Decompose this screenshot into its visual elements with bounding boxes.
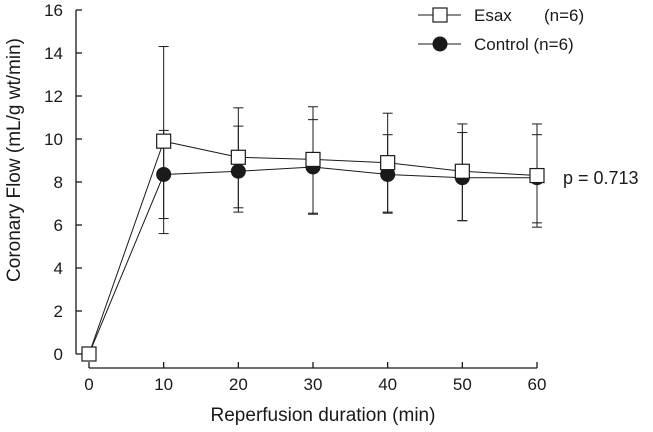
esax-point [156, 133, 172, 149]
esax-point [305, 151, 321, 168]
y-tick-label: 16 [44, 1, 63, 20]
y-tick-label: 14 [44, 44, 63, 63]
y-tick-label: 8 [54, 173, 63, 192]
y-tick-label: 2 [54, 302, 63, 321]
p-value-annotation: p = 0.713 [563, 168, 639, 188]
x-tick-label: 10 [154, 375, 173, 394]
y-tick-label: 4 [54, 259, 63, 278]
legend-control-marker [432, 36, 448, 52]
y-tick-label: 6 [54, 216, 63, 235]
x-tick-label: 50 [453, 375, 472, 394]
control-point [156, 166, 172, 182]
error-bars [158, 46, 542, 235]
esax-point [454, 163, 470, 179]
x-tick-label: 60 [528, 375, 547, 394]
y-tick-label: 10 [44, 130, 63, 149]
x-tick-label: 40 [378, 375, 397, 394]
legend-esax-n: (n=6) [544, 6, 584, 25]
esax-point [81, 346, 97, 362]
y-tick-label: 0 [54, 345, 63, 364]
x-tick-label: 0 [84, 375, 93, 394]
chart-labels: Reperfusion duration (min) Coronary Flow… [4, 38, 639, 426]
y-tick-label: 12 [44, 87, 63, 106]
legend: Esax (n=6) Control (n=6) [418, 6, 584, 54]
series-markers [81, 133, 545, 362]
axes: 0 2 4 6 8 10 12 14 16 0 10 20 30 40 50 60 [44, 1, 546, 394]
x-tick-label: 30 [304, 375, 323, 394]
esax-point [529, 167, 545, 184]
control-point [380, 166, 396, 182]
esax-point [380, 155, 396, 171]
x-tick-label: 20 [229, 375, 248, 394]
esax-point [230, 149, 246, 165]
legend-control-label: Control (n=6) [474, 35, 574, 54]
x-axis-title: Reperfusion duration (min) [211, 405, 436, 426]
control-point [230, 163, 246, 179]
legend-esax-label: Esax [474, 6, 512, 25]
legend-esax-marker [432, 7, 448, 23]
y-axis-title: Coronary Flow (mL/g wt/min) [4, 38, 25, 282]
